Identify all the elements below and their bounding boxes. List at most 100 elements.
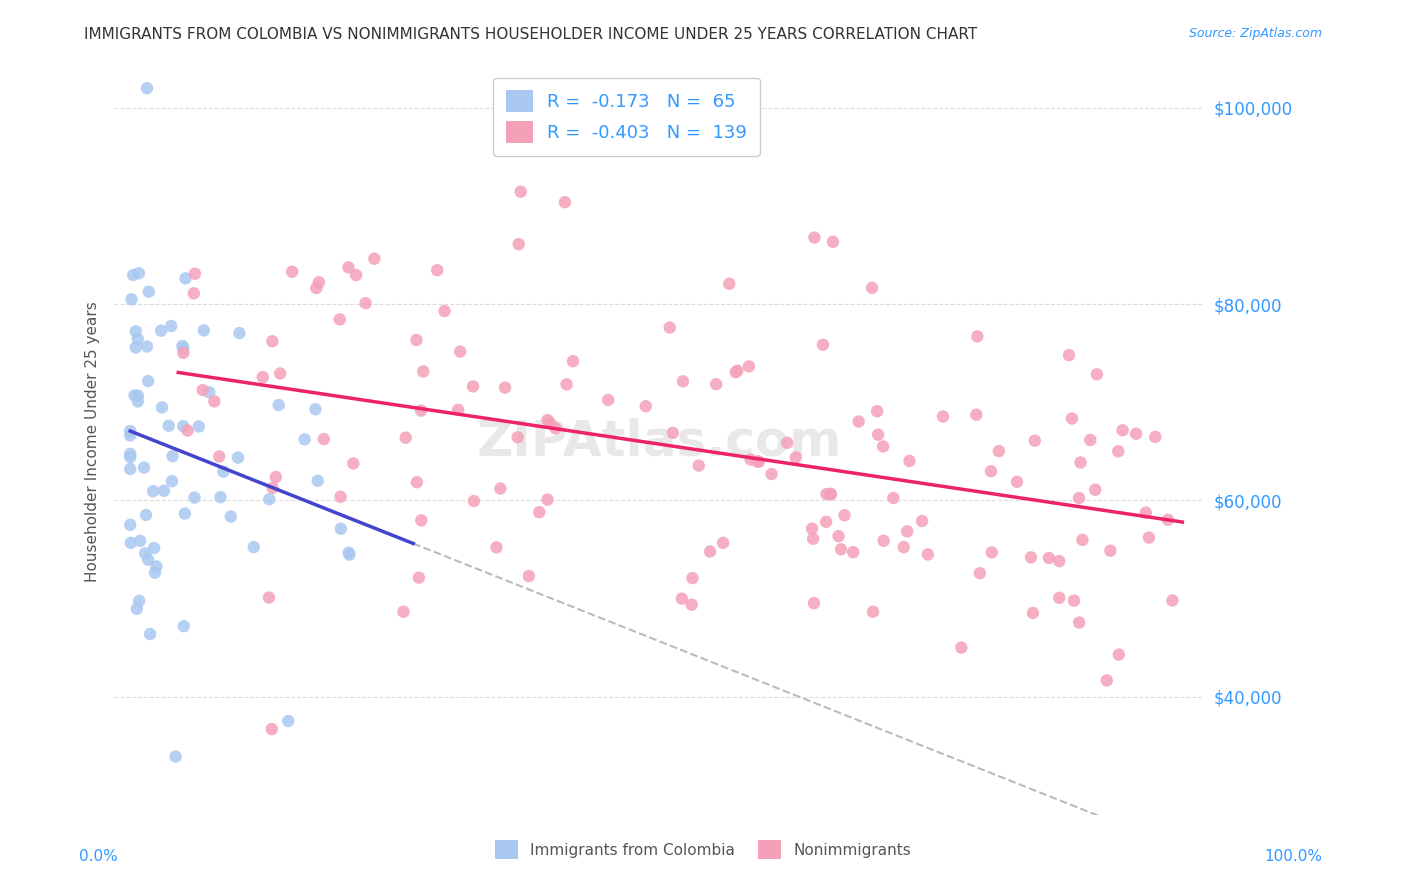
- Point: [1057, 348, 1080, 362]
- Point: [281, 265, 304, 279]
- Point: [219, 509, 242, 524]
- Point: [872, 533, 894, 548]
- Point: [127, 394, 149, 409]
- Point: [987, 444, 1010, 458]
- Point: [305, 281, 328, 295]
- Y-axis label: Householder Income Under 25 years: Householder Income Under 25 years: [86, 301, 100, 582]
- Point: [508, 237, 530, 252]
- Point: [242, 540, 264, 554]
- Point: [337, 260, 360, 275]
- Text: 100.0%: 100.0%: [1264, 849, 1323, 863]
- Point: [449, 344, 471, 359]
- Point: [143, 541, 166, 555]
- Point: [120, 447, 142, 461]
- Text: ZIPAtlas.com: ZIPAtlas.com: [477, 417, 842, 466]
- Point: [157, 418, 180, 433]
- Point: [1161, 593, 1184, 607]
- Point: [329, 490, 352, 504]
- Point: [411, 513, 433, 527]
- Point: [562, 354, 585, 368]
- Point: [143, 566, 166, 580]
- Point: [1099, 543, 1122, 558]
- Point: [658, 320, 681, 334]
- Point: [160, 319, 183, 334]
- Point: [1108, 648, 1130, 662]
- Point: [1063, 593, 1085, 607]
- Point: [536, 413, 558, 427]
- Point: [821, 235, 844, 249]
- Point: [174, 271, 197, 285]
- Point: [129, 533, 152, 548]
- Point: [426, 263, 449, 277]
- Point: [980, 464, 1002, 478]
- Point: [785, 450, 807, 465]
- Point: [165, 749, 187, 764]
- Point: [1069, 615, 1091, 630]
- Point: [212, 465, 235, 479]
- Point: [120, 517, 142, 532]
- Point: [405, 333, 427, 347]
- Point: [598, 392, 620, 407]
- Point: [329, 522, 352, 536]
- Point: [120, 462, 142, 476]
- Point: [682, 571, 704, 585]
- Point: [1078, 433, 1101, 447]
- Point: [536, 492, 558, 507]
- Point: [120, 292, 142, 306]
- Point: [193, 323, 215, 337]
- Legend: Immigrants from Colombia, Nonimmigrants: Immigrants from Colombia, Nonimmigrants: [488, 832, 918, 866]
- Point: [122, 268, 145, 282]
- Point: [672, 374, 695, 388]
- Point: [815, 487, 838, 501]
- Point: [128, 594, 150, 608]
- Point: [671, 591, 693, 606]
- Point: [125, 341, 148, 355]
- Point: [872, 439, 894, 453]
- Point: [1047, 554, 1070, 568]
- Point: [834, 508, 856, 523]
- Point: [554, 195, 576, 210]
- Point: [489, 482, 512, 496]
- Point: [172, 419, 194, 434]
- Point: [392, 605, 415, 619]
- Point: [830, 542, 852, 557]
- Point: [529, 505, 551, 519]
- Point: [132, 460, 155, 475]
- Point: [136, 81, 159, 95]
- Point: [269, 367, 291, 381]
- Point: [815, 515, 838, 529]
- Point: [172, 346, 194, 360]
- Point: [160, 474, 183, 488]
- Point: [153, 483, 176, 498]
- Point: [718, 277, 741, 291]
- Point: [506, 430, 529, 444]
- Point: [294, 433, 316, 447]
- Point: [136, 339, 159, 353]
- Point: [911, 514, 934, 528]
- Point: [173, 619, 195, 633]
- Point: [183, 286, 205, 301]
- Point: [1084, 483, 1107, 497]
- Point: [724, 365, 747, 379]
- Point: [183, 491, 205, 505]
- Point: [228, 326, 250, 340]
- Point: [1085, 368, 1108, 382]
- Point: [801, 532, 824, 546]
- Point: [125, 602, 148, 616]
- Point: [209, 490, 232, 504]
- Point: [1095, 673, 1118, 688]
- Point: [264, 470, 287, 484]
- Point: [124, 388, 146, 402]
- Point: [761, 467, 783, 481]
- Point: [688, 458, 710, 473]
- Point: [162, 449, 184, 463]
- Point: [312, 432, 335, 446]
- Point: [860, 281, 883, 295]
- Point: [191, 383, 214, 397]
- Point: [134, 546, 156, 560]
- Point: [842, 545, 865, 559]
- Point: [848, 415, 870, 429]
- Point: [1019, 550, 1042, 565]
- Point: [127, 389, 149, 403]
- Point: [198, 385, 221, 400]
